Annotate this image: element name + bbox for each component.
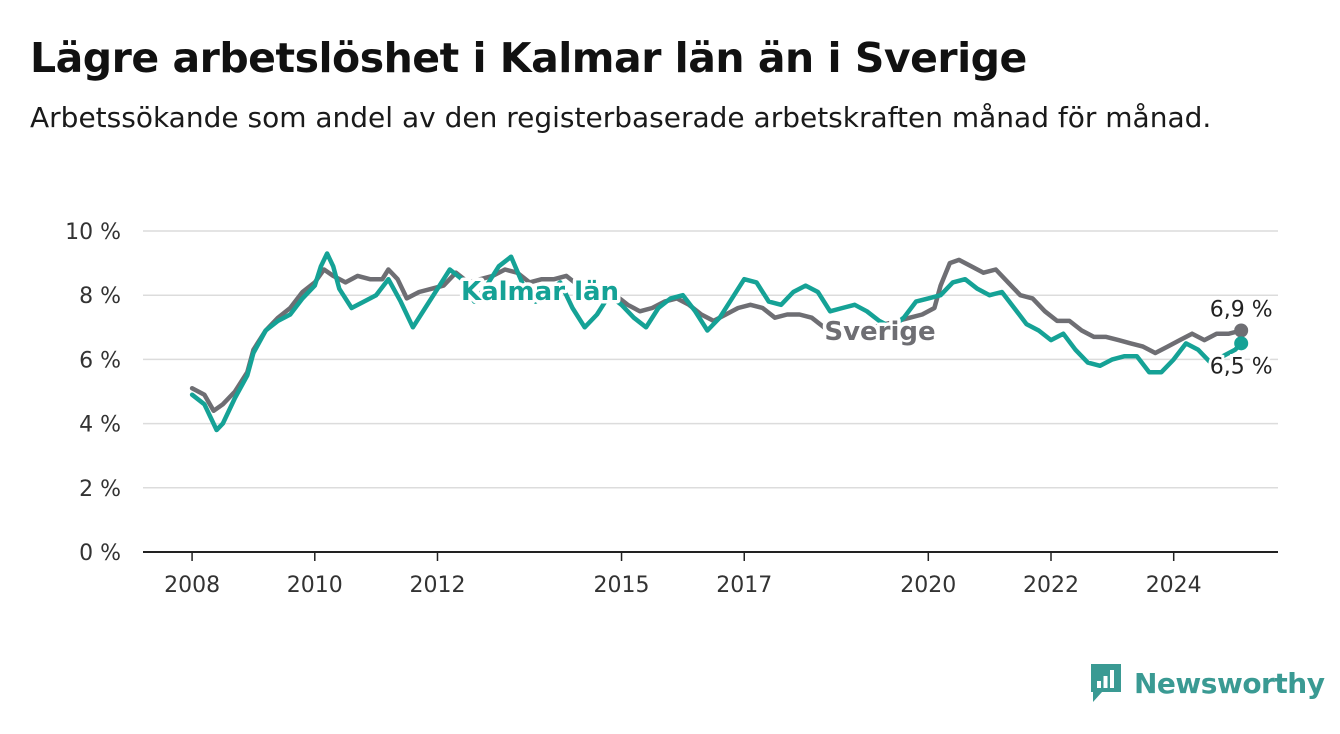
- x-axis-ticks: 2008 2010 2012 2015 2017 2020 2022 2024: [164, 552, 1202, 598]
- y-tick-label: 4 %: [79, 413, 121, 438]
- newsworthy-logo[interactable]: Newsworthy: [1088, 662, 1325, 704]
- series-end-point: [1234, 323, 1249, 338]
- x-tick-label: 2024: [1146, 573, 1202, 598]
- y-axis-ticks: 0 % 2 % 4 % 6 % 8 % 10 %: [65, 220, 121, 566]
- series-labels: Kalmar län Sverige 6,9 % 6,5 %: [457, 274, 1275, 383]
- gridlines: [143, 230, 1278, 553]
- end-value-label: 6,9 %: [1210, 298, 1273, 323]
- x-tick-label: 2017: [716, 573, 772, 598]
- series-lines: [189, 251, 1249, 433]
- series-line-sverige: [189, 257, 1244, 414]
- x-tick-label: 2022: [1023, 573, 1079, 598]
- x-tick-label: 2012: [409, 573, 465, 598]
- x-tick-label: 2015: [594, 573, 650, 598]
- x-tick-label: 2020: [900, 573, 956, 598]
- x-tick-label: 2010: [287, 573, 343, 598]
- y-tick-label: 2 %: [79, 477, 121, 502]
- y-tick-label: 6 %: [79, 348, 121, 373]
- y-tick-label: 0 %: [79, 541, 121, 566]
- y-tick-label: 10 %: [65, 220, 121, 245]
- chart-title: Lägre arbetslöshet i Kalmar län än i Sve…: [30, 34, 1027, 82]
- series-end-point: [1234, 336, 1249, 351]
- brand-name: Newsworthy: [1134, 666, 1325, 700]
- x-tick-label: 2008: [164, 573, 220, 598]
- series-line-kalmar: [189, 251, 1244, 433]
- y-tick-label: 8 %: [79, 284, 121, 309]
- end-value-label: 6,5 %: [1210, 354, 1273, 379]
- bar-chart-logo-icon: [1091, 664, 1121, 702]
- chart-subtitle: Arbetssökande som andel av den registerb…: [30, 101, 1212, 134]
- series-label: Sverige: [824, 317, 935, 347]
- series-label: Kalmar län: [461, 277, 619, 307]
